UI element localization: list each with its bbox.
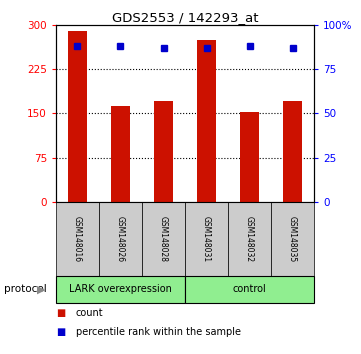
Text: GSM148016: GSM148016	[73, 216, 82, 262]
Bar	[56, 202, 99, 276]
Bar	[228, 202, 271, 276]
Bar	[68, 31, 87, 202]
Text: LARK overexpression: LARK overexpression	[69, 284, 172, 295]
Bar	[154, 102, 173, 202]
Bar	[56, 276, 185, 303]
Bar	[283, 102, 302, 202]
Text: GSM148026: GSM148026	[116, 216, 125, 262]
Text: ■: ■	[56, 308, 65, 318]
Text: ■: ■	[56, 327, 65, 337]
Text: protocol: protocol	[4, 284, 46, 295]
Bar	[197, 40, 216, 202]
Bar	[111, 105, 130, 202]
Text: count: count	[76, 308, 104, 318]
Text: ▶: ▶	[37, 284, 46, 295]
Text: GSM148035: GSM148035	[288, 216, 297, 262]
Text: percentile rank within the sample: percentile rank within the sample	[76, 327, 241, 337]
Title: GDS2553 / 142293_at: GDS2553 / 142293_at	[112, 11, 258, 24]
Text: GSM148031: GSM148031	[202, 216, 211, 262]
Bar	[185, 202, 228, 276]
Text: GSM148032: GSM148032	[245, 216, 254, 262]
Text: control: control	[233, 284, 266, 295]
Bar	[271, 202, 314, 276]
Text: GSM148028: GSM148028	[159, 216, 168, 262]
Bar	[99, 202, 142, 276]
Bar	[240, 112, 259, 202]
Bar	[142, 202, 185, 276]
Bar	[185, 276, 314, 303]
